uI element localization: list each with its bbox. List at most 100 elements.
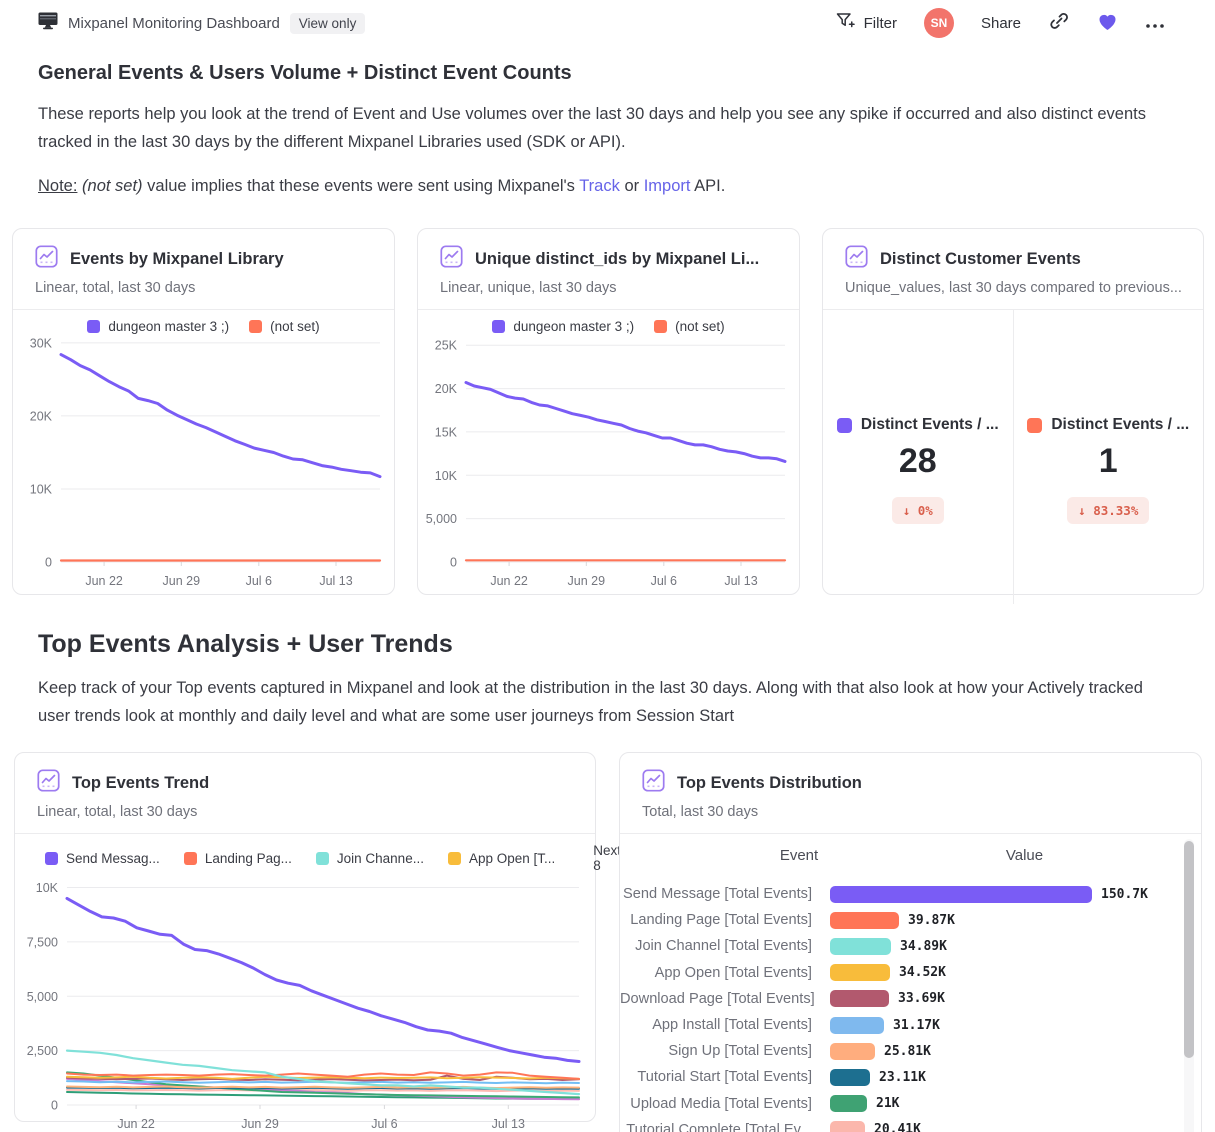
value-text: 20.41K [874, 1122, 921, 1132]
share-button[interactable]: Share [981, 15, 1021, 32]
chart-legend: dungeon master 3 ;) (not set) [418, 310, 799, 334]
line-chart-unique-distinct-ids[interactable]: 0 5,000 10K 15K 20K 25K Jun 22 Jun 29 Jul 6 Jul 1… [418, 334, 799, 592]
value-bar [830, 1095, 867, 1113]
filter-button[interactable]: Filter [835, 11, 897, 35]
card-title-top-events-trend[interactable]: Top Events Trend [37, 769, 573, 797]
section1-heading: General Events & Users Volume + Distinct… [38, 62, 572, 84]
cards-row-1: Events by Mixpanel Library Linear, total… [12, 228, 1204, 604]
legend-next-button[interactable]: Next 8 [593, 843, 622, 873]
card-divider [13, 309, 394, 310]
svg-text:10K: 10K [30, 483, 53, 497]
table-row[interactable]: App Open [Total Events] 34.52K [620, 960, 1201, 986]
event-label: Tutorial Start [Total Events] [637, 1069, 812, 1086]
event-label: Download Page [Total Events] [620, 990, 815, 1007]
event-label: Upload Media [Total Events] [630, 1095, 812, 1112]
legend-item[interactable]: Landing Pag... [183, 851, 292, 866]
svg-text:20K: 20K [435, 382, 458, 396]
legend-item[interactable]: (not set) [654, 319, 725, 334]
value-cell: 34.52K [830, 964, 1201, 982]
legend-swatch [654, 320, 668, 333]
legend-label: App Open [T... [468, 850, 556, 866]
metric-change-badge: ↓ 0% [891, 497, 944, 524]
legend-item[interactable]: App Open [T... [447, 850, 556, 866]
value-text: 23.11K [879, 1069, 926, 1085]
import-link[interactable]: Import [643, 177, 691, 195]
value-bar [830, 1042, 875, 1060]
table-header: Event Value [620, 834, 1201, 864]
table-row[interactable]: App Install [Total Events] 31.17K [620, 1012, 1201, 1038]
line-chart-events-by-library[interactable]: 0 10K 20K 30K Jun 22 Jun 29 Jul 6 Jul 13 [13, 334, 394, 592]
metric-label-text: Distinct Events / ... [1051, 416, 1190, 433]
legend-swatch [315, 851, 329, 865]
legend-swatch [87, 320, 101, 333]
value-bar [830, 1016, 884, 1034]
card-divider [418, 309, 799, 310]
legend-item[interactable]: (not set) [249, 319, 320, 334]
svg-text:30K: 30K [30, 336, 53, 350]
svg-text:7,500: 7,500 [27, 935, 58, 949]
table-row[interactable]: Join Channel [Total Events] 34.89K [620, 933, 1201, 959]
note-italic: (not set) [77, 177, 148, 195]
value-cell: 33.69K [830, 990, 1201, 1008]
legend-swatch [492, 320, 506, 333]
value-bar [830, 885, 1092, 903]
note-text-3: API. [690, 177, 726, 195]
legend-item[interactable]: dungeon master 3 ;) [492, 319, 634, 334]
svg-text:0: 0 [51, 1099, 58, 1113]
svg-text:Jun 22: Jun 22 [117, 1117, 155, 1131]
line-chart-top-events-trend[interactable]: 0 2,500 5,000 7,500 10K Jun 22 Jun 29 Jul 6 Jul … [15, 873, 595, 1132]
card-title-distinct-customer-events[interactable]: Distinct Customer Events [845, 245, 1181, 273]
note-label: Note: [38, 177, 78, 195]
card-distinct-customer-events: Distinct Customer Events Unique_values, … [822, 228, 1204, 604]
svg-text:Jul 6: Jul 6 [651, 574, 677, 588]
ellipsis-icon [1145, 18, 1165, 29]
table-row[interactable]: Send Message [Total Events] 150.7K [620, 881, 1201, 907]
legend-item[interactable]: dungeon master 3 ;) [87, 319, 229, 334]
table-row[interactable]: Tutorial Start [Total Events] 23.11K [620, 1064, 1201, 1090]
card-divider [620, 833, 1201, 834]
table-row[interactable]: Tutorial Complete [Total Ev... 20.41K [620, 1117, 1201, 1132]
column-header-event: Event [779, 847, 819, 864]
table-row[interactable]: Landing Page [Total Events] 39.87K [620, 907, 1201, 933]
svg-text:0: 0 [450, 556, 457, 570]
scrollbar-thumb[interactable] [1184, 841, 1194, 1058]
event-label: App Install [Total Events] [652, 1017, 812, 1034]
track-link[interactable]: Track [579, 177, 620, 195]
svg-text:Jul 6: Jul 6 [371, 1117, 397, 1131]
svg-text:Jun 22: Jun 22 [85, 574, 123, 588]
chart-icon [845, 245, 868, 273]
legend-swatch [183, 851, 197, 865]
link-icon [1048, 10, 1070, 36]
monitor-icon [38, 12, 58, 35]
table-row[interactable]: Download Page [Total Events] 33.69K [620, 986, 1201, 1012]
chart-icon [37, 769, 60, 797]
value-text: 25.81K [884, 1043, 931, 1059]
card-title-top-events-distribution[interactable]: Top Events Distribution [642, 769, 1179, 797]
section1-note: Note: (not set) value implies that these… [38, 177, 1177, 196]
value-bar [830, 964, 890, 982]
metric-distinct-events-2[interactable]: Distinct Events / ... 1 ↓ 83.33% [1012, 310, 1204, 604]
value-bar [830, 990, 889, 1008]
metric-distinct-events-1[interactable]: Distinct Events / ... 28 ↓ 0% [823, 310, 1013, 604]
card-title-text: Events by Mixpanel Library [70, 249, 284, 268]
svg-text:Jun 22: Jun 22 [490, 574, 528, 588]
svg-text:0: 0 [45, 556, 52, 570]
note-text-2: or [619, 177, 644, 195]
table-row[interactable]: Sign Up [Total Events] 25.81K [620, 1038, 1201, 1064]
user-avatar[interactable]: SN [923, 8, 954, 38]
value-text: 150.7K [1101, 886, 1148, 902]
card-title-unique-distinct-ids[interactable]: Unique distinct_ids by Mixpanel Li... [440, 245, 777, 273]
legend-item[interactable]: Join Channe... [315, 851, 424, 866]
value-cell: 21K [830, 1095, 1201, 1113]
favorite-button[interactable] [1097, 12, 1118, 35]
filter-label: Filter [863, 14, 897, 32]
chart-icon [642, 769, 665, 797]
legend-item[interactable]: Send Messag... [45, 851, 160, 866]
more-menu-button[interactable] [1145, 18, 1165, 29]
card-subtitle: Total, last 30 days [642, 804, 759, 820]
table-row[interactable]: Upload Media [Total Events] 21K [620, 1091, 1201, 1117]
svg-text:Jul 6: Jul 6 [246, 574, 272, 588]
card-title-events-by-library[interactable]: Events by Mixpanel Library [35, 245, 372, 273]
copy-link-button[interactable] [1048, 10, 1070, 36]
metric-swatch [836, 417, 852, 433]
